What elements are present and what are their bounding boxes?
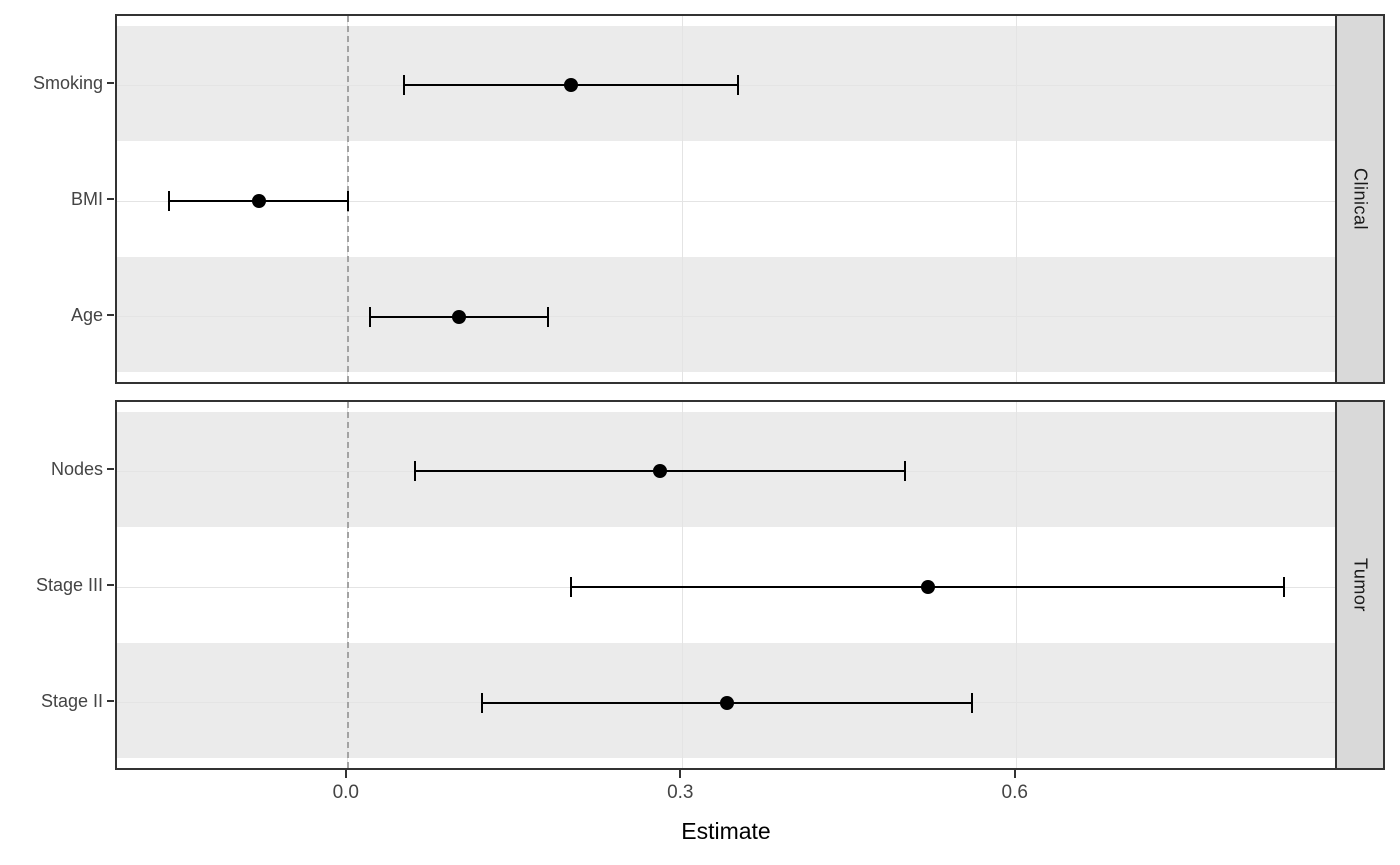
facet-panel-clinical [115,14,1337,384]
y-axis-tick [107,198,114,200]
x-axis-tick [1013,770,1016,778]
ci-cap-high [346,191,349,211]
category-label: Stage III [35,575,103,595]
ci-cap-high [904,461,907,482]
ci-cap-high [737,75,740,96]
row-stripe [117,411,1335,528]
ci-cap-high [547,306,550,327]
point-estimate [251,194,266,208]
ci-cap-low [480,692,483,713]
category-label: Stage II [40,690,103,711]
x-axis-tick-label: 0.6 [1001,782,1028,803]
point-estimate [652,464,667,479]
ci-cap-low [413,461,416,482]
ci-cap-low [569,577,572,597]
category-label: Nodes [50,459,103,480]
ci-cap-low [402,75,405,96]
point-estimate [563,78,578,93]
y-axis-tick [107,584,114,586]
gridline-vertical [1016,16,1018,382]
category-label: Smoking [32,73,103,94]
point-estimate [719,695,734,710]
category-label: Age [70,304,103,325]
x-axis-tick-label: 0.0 [332,782,359,803]
point-estimate [452,309,467,324]
ci-cap-low [369,306,372,327]
x-axis-tick-label: 0.3 [667,782,694,803]
gridline-vertical [1016,402,1018,768]
gridline-horizontal [117,316,1335,318]
y-axis-tick [107,313,114,316]
row-stripe [117,25,1335,142]
facet-strip: Tumor [1335,400,1385,770]
row-stripe [117,256,1335,373]
facet-strip-label: Tumor [1350,558,1371,612]
y-axis-tick [107,699,114,702]
ci-cap-low [168,191,171,211]
point-estimate [920,580,935,594]
ci-cap-high [971,692,974,713]
ci-cap-high [1283,577,1286,597]
x-axis-tick [679,770,682,778]
y-axis-tick [107,82,114,85]
x-axis-title: Estimate [681,818,771,844]
facet-strip: Clinical [1335,14,1385,384]
facet-strip-label: Clinical [1350,167,1371,231]
y-axis-tick [107,468,114,471]
zero-reference-line [346,402,349,768]
gridline-vertical [681,402,683,768]
facet-panel-tumor [115,400,1337,770]
gridline-vertical [681,16,683,382]
x-axis-tick [344,770,347,778]
category-label: BMI [70,189,103,209]
gridline-horizontal [117,200,1335,202]
